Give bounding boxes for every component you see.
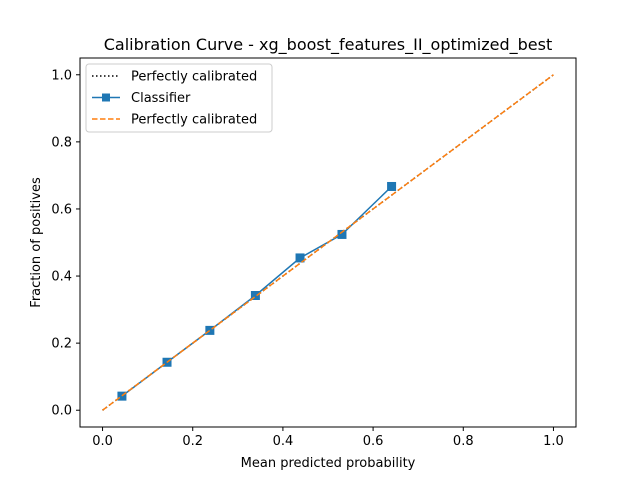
x-axis-label: Mean predicted probability xyxy=(241,456,416,471)
classifier-point xyxy=(295,253,305,263)
y-axis-label: Fraction of positives xyxy=(29,177,44,308)
y-tick-label: 0.6 xyxy=(51,202,72,217)
y-tick-label: 0.0 xyxy=(51,404,72,419)
classifier-point xyxy=(387,181,397,191)
y-tick-label: 1.0 xyxy=(51,68,72,83)
y-tick-label: 0.4 xyxy=(51,270,72,285)
x-tick-label: 0.0 xyxy=(92,434,113,449)
legend-label: Perfectly calibrated xyxy=(131,70,257,85)
y-axis: 0.0 0.2 0.4 0.6 0.8 1.0 xyxy=(51,68,80,419)
classifier-point xyxy=(117,391,127,401)
y-tick-label: 0.2 xyxy=(51,337,72,352)
plot-series xyxy=(102,74,554,411)
classifier-point xyxy=(205,325,215,335)
x-tick-label: 1.0 xyxy=(543,434,564,449)
legend-box xyxy=(85,63,273,133)
series-line-2 xyxy=(102,74,554,411)
legend-label: Classifier xyxy=(131,91,191,106)
legend-label: Perfectly calibrated xyxy=(131,113,257,128)
classifier-point xyxy=(250,291,260,301)
plot-frame xyxy=(79,57,577,428)
x-tick-label: 0.6 xyxy=(363,434,384,449)
chart-title: Calibration Curve - xg_boost_features_II… xyxy=(104,35,553,55)
y-tick-label: 0.8 xyxy=(51,135,72,150)
x-tick-label: 0.2 xyxy=(182,434,203,449)
x-tick-label: 0.8 xyxy=(453,434,474,449)
legend-marker xyxy=(102,93,110,102)
x-axis: 0.0 0.2 0.4 0.6 0.8 1.0 xyxy=(92,427,564,449)
legend: Perfectly calibrated Classifier Perfectly … xyxy=(85,63,273,133)
x-tick-label: 0.4 xyxy=(273,434,294,449)
classifier-point xyxy=(337,229,347,239)
